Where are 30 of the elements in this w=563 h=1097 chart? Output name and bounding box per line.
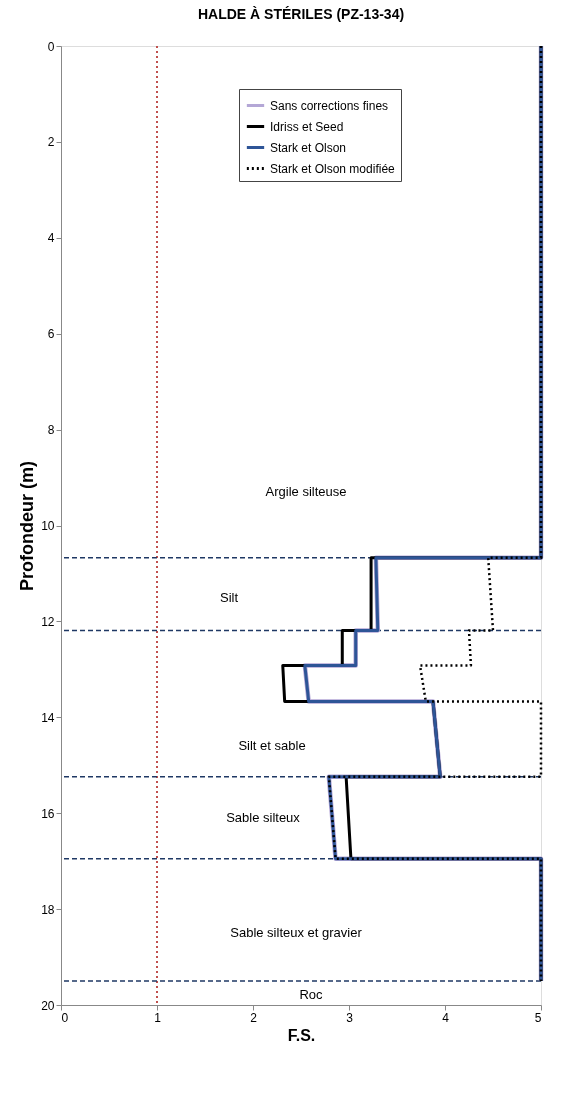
annotation: Silt <box>219 590 239 605</box>
legend-label: Stark et Olson modifiée <box>270 161 396 176</box>
annotation: Sable silteux <box>226 810 301 825</box>
x-tick-label: 5 <box>534 1010 542 1025</box>
y-axis-title: Profondeur (m) <box>17 461 38 591</box>
x-tick-label: 2 <box>250 1010 258 1025</box>
annotation: Argile silteuse <box>265 484 347 499</box>
y-tick-label: 4 <box>47 231 55 246</box>
annotation: Silt et sable <box>238 738 306 753</box>
y-tick-label: 6 <box>47 327 55 342</box>
x-tick-label: 4 <box>442 1010 450 1025</box>
chart-title: HALDE À STÉRILES (PZ-13-34) <box>197 6 405 22</box>
x-tick-label: 1 <box>154 1010 162 1025</box>
y-tick-label: 2 <box>47 135 55 150</box>
x-tick-label: 0 <box>61 1010 69 1025</box>
y-tick-label: 12 <box>41 614 55 629</box>
x-tick-label: 3 <box>346 1010 354 1025</box>
annotation: Roc <box>299 987 324 1002</box>
legend-label: Stark et Olson <box>270 140 347 155</box>
y-tick-label: 8 <box>47 423 55 438</box>
y-tick-label: 18 <box>41 902 55 917</box>
legend-label: Idriss et Seed <box>270 119 344 134</box>
y-tick-label: 20 <box>41 998 55 1013</box>
legend-label: Sans corrections fines <box>270 98 389 113</box>
y-tick-label: 10 <box>41 519 55 533</box>
x-axis-title: F.S. <box>287 1026 316 1044</box>
y-tick-label: 16 <box>41 806 55 821</box>
y-tick-label: 0 <box>47 39 55 54</box>
annotation: Sable silteux et gravier <box>230 925 363 940</box>
y-tick-label: 14 <box>41 710 55 725</box>
